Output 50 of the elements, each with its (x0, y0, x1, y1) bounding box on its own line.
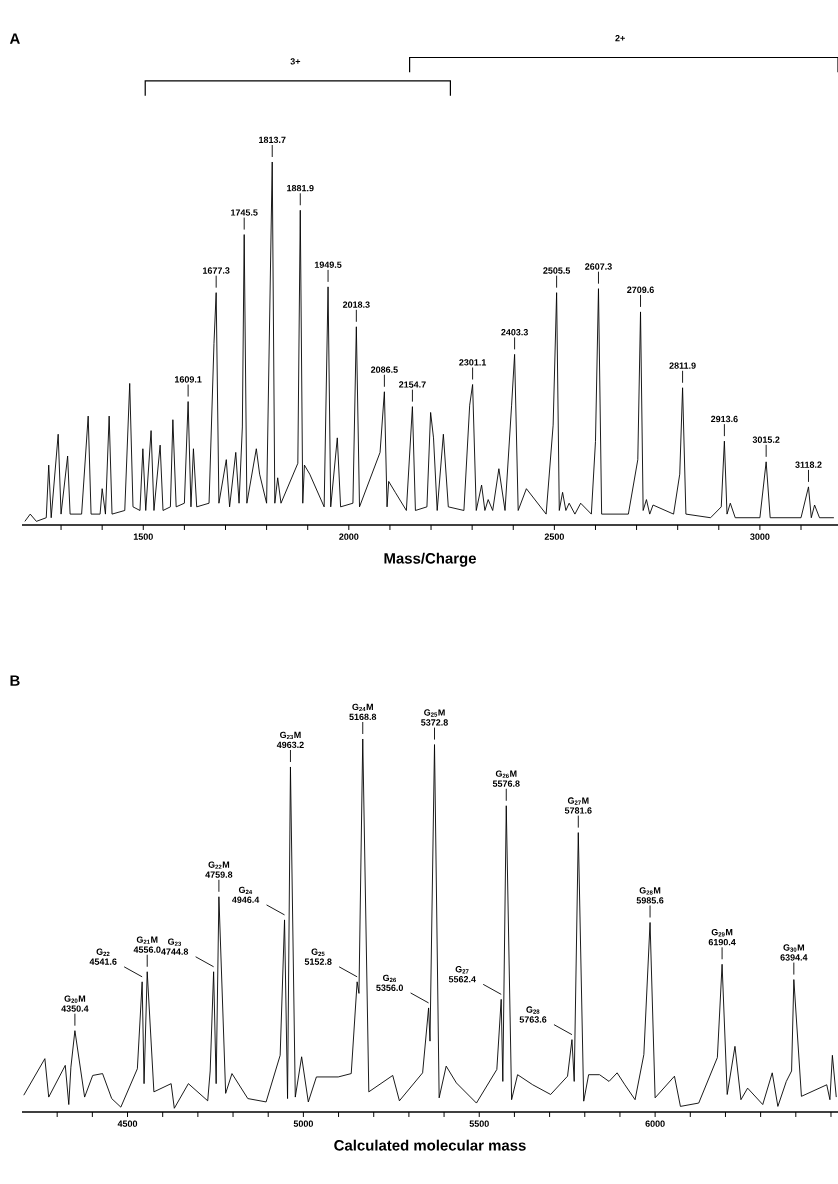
annotation: 1745.5 (231, 209, 258, 216)
annotation: 2709.6 (627, 286, 654, 293)
annotation: G$_{27}$ 5562.4 (448, 966, 476, 983)
chart-title: B (10, 675, 20, 686)
x-tick-label: 5500 (469, 1120, 489, 1127)
annotation: G$_{23}$ 4744.8 (161, 938, 189, 955)
annotation: 2018.3 (342, 301, 370, 308)
x-tick-label: 1500 (133, 533, 153, 540)
annotation: 3118.2 (795, 461, 822, 468)
annotation: G$_{25}$M 5372.8 (421, 709, 448, 726)
x-axis-title: Calculated molecular mass (334, 1139, 526, 1151)
annotation: G$_{21}$M 4556.0 (133, 936, 161, 953)
annotation: 2505.5 (543, 267, 571, 274)
annotation: G$_{24}$M 5168.8 (349, 703, 377, 721)
annotation: 2403.3 (501, 329, 528, 336)
annotation: 2086.5 (370, 366, 398, 373)
annotation: G$_{24}$ 4946.4 (232, 886, 260, 903)
annotation: 2913.6 (710, 415, 738, 423)
annotation: G$_{27}$M 5781.6 (564, 797, 592, 814)
annotation: G$_{20}$M 4350.4 (61, 995, 89, 1012)
annotation: G$_{23}$M 4963.2 (276, 731, 304, 749)
annotation: G$_{28}$M 5985.6 (636, 887, 664, 904)
x-tick-label: 6000 (645, 1120, 665, 1127)
annotation: 1949.5 (314, 261, 342, 268)
annotation: G$_{22}$M 4759.8 (205, 861, 233, 878)
annotation: G$_{22}$ 4541.6 (89, 948, 117, 965)
annotation: G$_{26}$M 5576.8 (492, 770, 520, 787)
text: 2+ (615, 34, 625, 42)
x-tick-label: 3000 (750, 533, 770, 540)
annotation: G$_{28}$ 5763.6 (519, 1006, 547, 1023)
x-tick-label: 2000 (339, 533, 359, 540)
annotation: G$_{25}$ 5152.8 (304, 948, 332, 965)
annotation: 1677.3 (203, 267, 230, 274)
x-tick-label: 4500 (117, 1120, 138, 1127)
annotation: 2154.7 (399, 381, 426, 388)
x-axis-title: Mass/Charge (384, 552, 476, 567)
x-tick-label: 2500 (544, 533, 564, 540)
chart-title: A (9, 33, 20, 44)
annotation: G$_{30}$M 6394.4 (780, 944, 808, 961)
annotation: 2301.1 (459, 359, 487, 366)
annotation: 1881.9 (287, 184, 314, 192)
text: 3+ (290, 58, 301, 65)
annotation: 1609.1 (174, 376, 202, 383)
annotation: 1813.7 (259, 136, 286, 144)
annotation: 2811.9 (669, 362, 696, 369)
annotation: G$_{26}$ 5356.0 (376, 974, 403, 991)
x-tick-label: 5000 (293, 1120, 313, 1127)
annotation: G$_{29}$M 6190.4 (708, 929, 736, 946)
annotation: 3015.2 (752, 436, 780, 443)
annotation: 2607.3 (585, 263, 612, 270)
